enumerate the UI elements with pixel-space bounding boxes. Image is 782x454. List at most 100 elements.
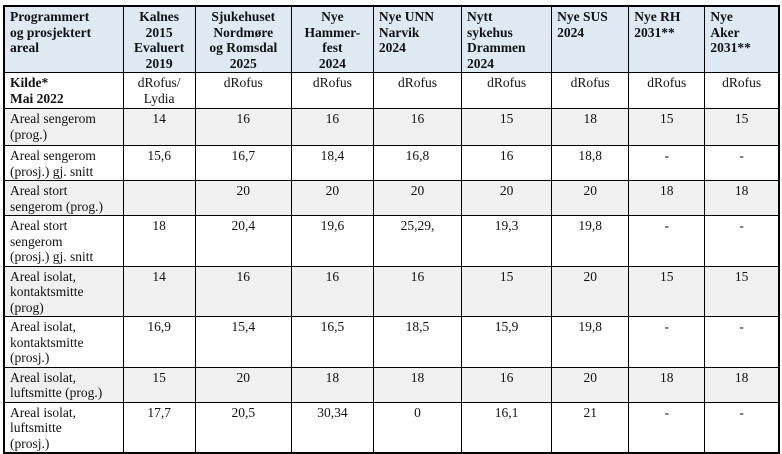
table-cell: - [628,145,706,181]
table-cell: dRofus [461,72,553,109]
table-cell: - [704,145,780,181]
column-header-drammen: Nytt sykehus Drammen 2024 [461,5,553,73]
table-cell: - [704,401,780,454]
table-cell: 19,3 [461,215,553,267]
table-cell: 16,9 [122,316,196,368]
column-header-kalnes: Kalnes 2015 Evaluert 2019 [122,5,196,73]
row-label: Areal stort sengerom (prosj.) gj. snitt [3,215,124,267]
table-cell: dRofus [194,72,292,109]
table-cell: 20,5 [194,401,292,454]
table-cell: 20 [194,180,292,216]
table-row-isolat-luftsmitte-prog: Areal isolat, luftsmitte (prog.) 15 20 1… [3,366,780,403]
table-cell: 20 [551,265,630,317]
row-label: Areal isolat, luftsmitte (prog.) [3,366,124,403]
table-row-isolat-kontaktsmitte-prog: Areal isolat, kontaktsmitte (prog) 14 16… [3,265,780,317]
row-label: Areal isolat, kontaktsmitte (prosj.) [3,316,124,368]
table-cell: 15 [122,366,196,403]
table-cell: - [704,215,780,267]
table-cell: 16 [194,108,292,146]
table-cell: 15 [628,265,706,317]
row-label: Areal isolat, kontaktsmitte (prog) [3,265,124,317]
table-cell: dRofus [628,72,706,109]
table-cell: dRofus [372,72,463,109]
table-cell: dRofus [704,72,780,109]
table-cell: 15 [461,265,553,317]
table-cell: 20 [461,180,553,216]
table-cell: 16,8 [372,145,463,181]
table-cell: 18,5 [372,316,463,368]
table-cell: 20 [551,180,630,216]
table-row-isolat-luftsmitte-prosj: Areal isolat, luftsmitte (prosj.) 17,7 2… [3,401,780,454]
row-label: Kilde* Mai 2022 [3,72,124,109]
table-cell: 17,7 [122,401,196,454]
table-cell: dRofus [290,72,374,109]
table-cell: 16,1 [461,401,553,454]
table-cell: 15 [628,108,706,146]
table-cell: 20 [372,180,463,216]
column-header-programmert-areal: Programmert og prosjektert areal [3,5,124,73]
areal-comparison-table: Programmert og prosjektert areal Kalnes … [3,5,780,454]
table-cell: 18 [290,366,374,403]
table-cell: 20 [194,366,292,403]
table-cell: 18 [551,108,630,146]
table-cell: 18 [704,180,780,216]
table-cell: 30,34 [290,401,374,454]
table-cell: 15,6 [122,145,196,181]
table-cell: 16 [372,108,463,146]
column-header-nordmore-romsdal: Sjukehuset Nordmøre og Romsdal 2025 [194,5,292,73]
column-header-sus: Nye SUS 2024 [551,5,630,73]
column-header-rh: Nye RH 2031** [628,5,706,73]
table-cell: 16,5 [290,316,374,368]
table-cell: 15 [704,108,780,146]
column-header-aker: Nye Aker 2031** [704,5,780,73]
table-cell: 20 [551,366,630,403]
table-cell: 15 [704,265,780,317]
table-cell: 14 [122,265,196,317]
table-cell: 18 [122,215,196,267]
table-row-isolat-kontaktsmitte-prosj: Areal isolat, kontaktsmitte (prosj.) 16,… [3,316,780,368]
table-row-kilde: Kilde* Mai 2022 dRofus/ Lydia dRofus dRo… [3,72,780,109]
table-cell: 19,8 [551,316,630,368]
table-cell: 16 [461,366,553,403]
table-cell: 19,8 [551,215,630,267]
table-cell: 16 [372,265,463,317]
row-label: Areal sengerom (prog.) [3,108,124,146]
row-label: Areal sengerom (prosj.) gj. snitt [3,145,124,181]
row-label: Areal stort sengerom (prog.) [3,180,124,216]
table-cell: 25,29, [372,215,463,267]
table-cell: - [704,316,780,368]
column-header-unn-narvik: Nye UNN Narvik 2024 [372,5,463,73]
table-cell [122,180,196,216]
table-cell: 16,7 [194,145,292,181]
table-row-sengerom-prog: Areal sengerom (prog.) 14 16 16 16 15 18… [3,108,780,146]
column-header-hammerfest: Nye Hammer- fest 2024 [290,5,374,73]
table-header-row: Programmert og prosjektert areal Kalnes … [3,5,780,73]
table-cell: 20 [290,180,374,216]
table-row-sengerom-prosj: Areal sengerom (prosj.) gj. snitt 15,6 1… [3,145,780,181]
table-cell: 18 [628,180,706,216]
table-cell: - [628,401,706,454]
table-cell: 18 [704,366,780,403]
table-cell: 0 [372,401,463,454]
table-cell: 14 [122,108,196,146]
table-cell: dRofus/ Lydia [122,72,196,109]
table-cell: 15,9 [461,316,553,368]
table-row-stort-sengerom-prosj: Areal stort sengerom (prosj.) gj. snitt … [3,215,780,267]
table-cell: 15,4 [194,316,292,368]
table-cell: dRofus [551,72,630,109]
table-cell: 16 [290,265,374,317]
table-cell: 15 [461,108,553,146]
table-cell: 18,4 [290,145,374,181]
table-cell: 16 [461,145,553,181]
table-row-stort-sengerom-prog: Areal stort sengerom (prog.) 20 20 20 20… [3,180,780,216]
table-cell: 18 [628,366,706,403]
table-cell: 20,4 [194,215,292,267]
table-cell: 18,8 [551,145,630,181]
table-cell: - [628,215,706,267]
table-cell: 16 [194,265,292,317]
table-cell: 16 [290,108,374,146]
table-cell: 21 [551,401,630,454]
table-cell: - [628,316,706,368]
table-cell: 18 [372,366,463,403]
